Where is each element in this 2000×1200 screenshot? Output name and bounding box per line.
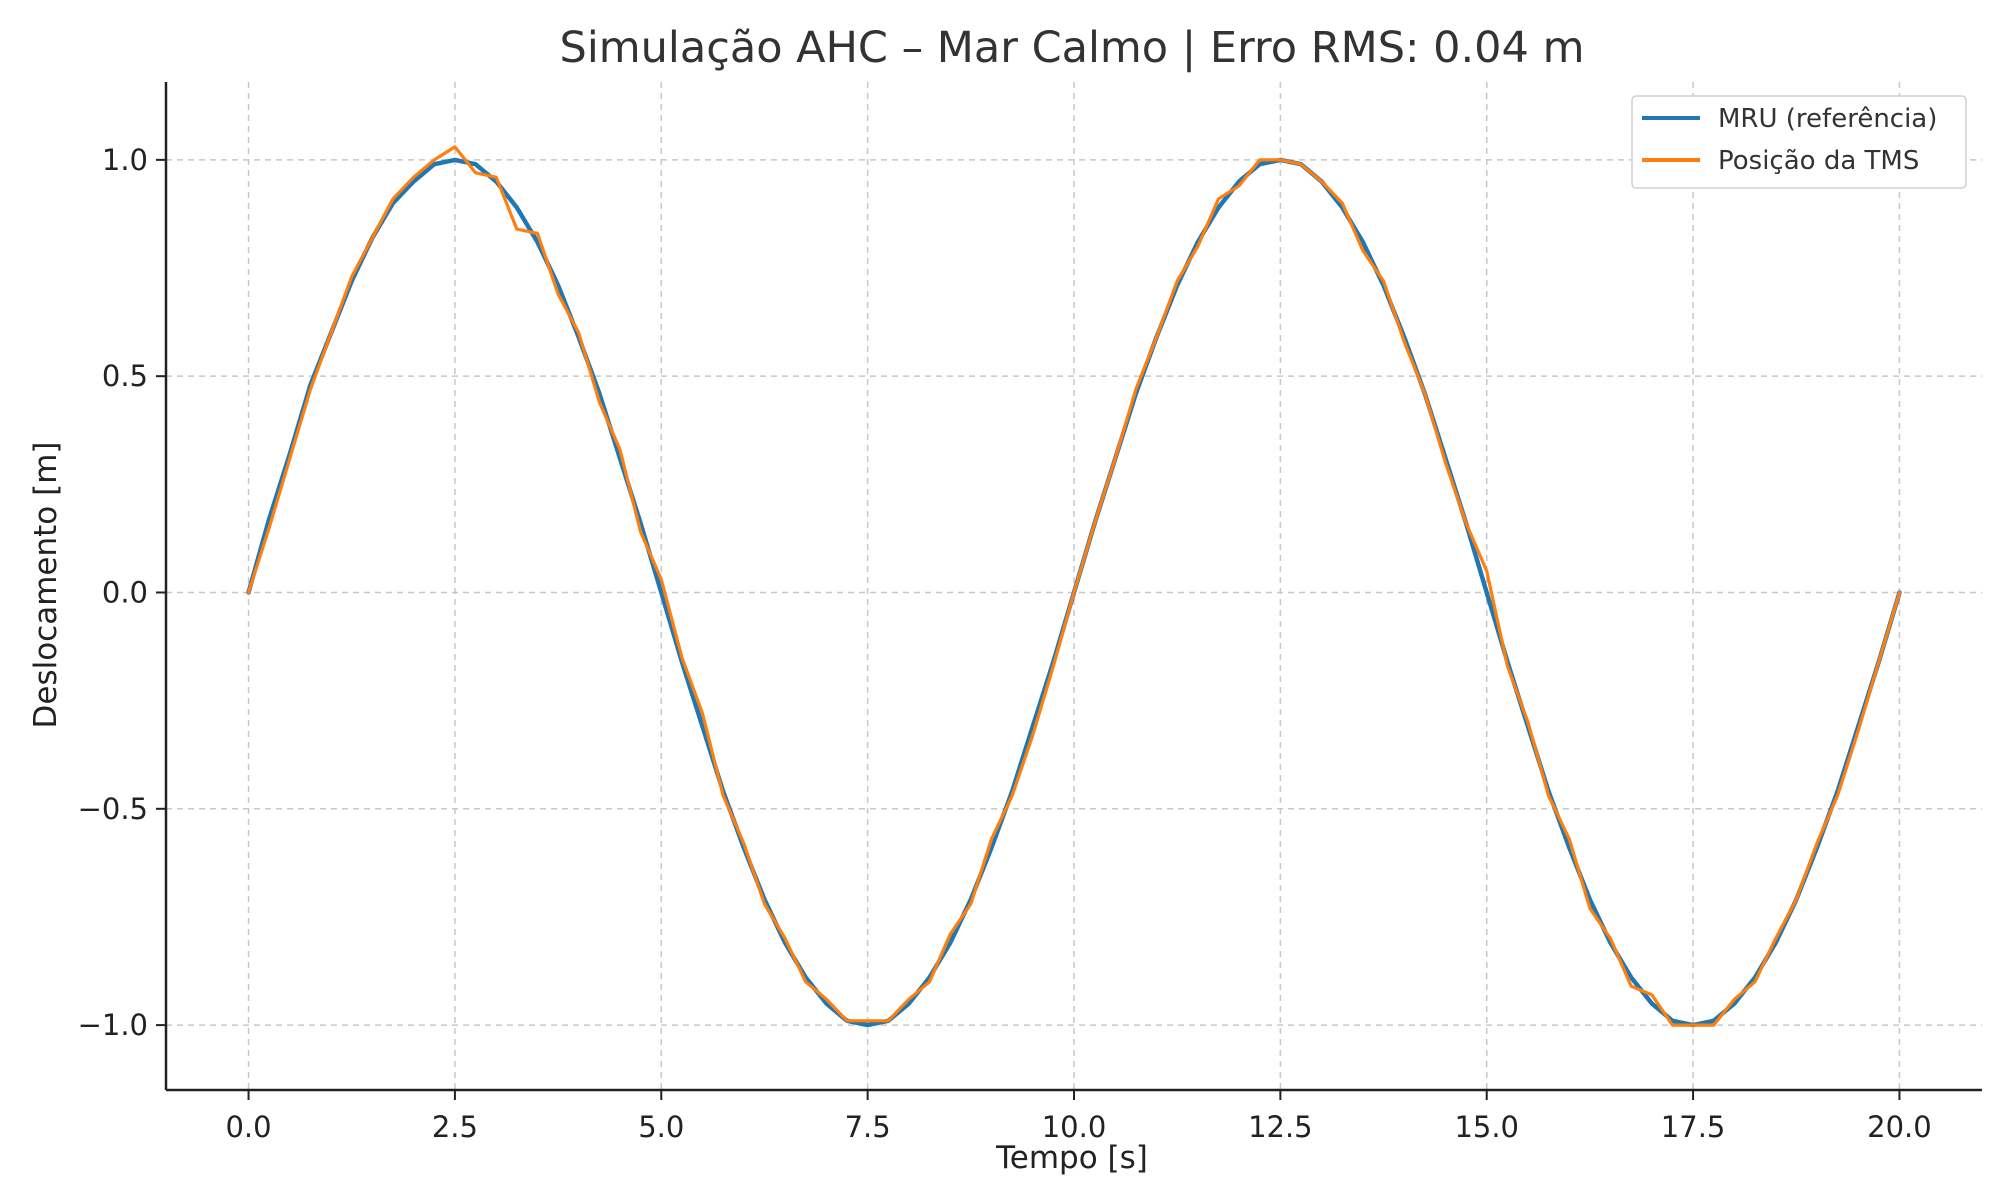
legend-label-tms: Posição da TMS — [1718, 146, 1919, 176]
x-tick-label: 5.0 — [638, 1110, 684, 1144]
x-tick-label: 0.0 — [225, 1110, 271, 1144]
x-tick-label: 17.5 — [1661, 1110, 1726, 1144]
ticks: 0.0 2.5 5.0 7.5 10.0 12.5 15.0 17.5 20.0 −1.0 −0.5… — [78, 143, 1932, 1144]
chart-title: Simulação AHC – Mar Calmo | Erro RMS: 0.… — [560, 23, 1585, 73]
legend-box — [1631, 95, 1967, 189]
series-line-tms — [246, 145, 1902, 1027]
x-tick-label: 15.0 — [1454, 1110, 1519, 1144]
y-tick-label: −1.0 — [78, 1008, 148, 1042]
y-tick-label: 0.0 — [102, 575, 148, 609]
legend-label-mru: MRU (referência) — [1718, 104, 1937, 134]
x-tick-label: 10.0 — [1042, 1110, 1107, 1144]
y-axis-label: Deslocamento [m] — [28, 442, 64, 729]
x-tick-label: 20.0 — [1867, 1110, 1932, 1144]
x-tick-label: 12.5 — [1248, 1110, 1313, 1144]
x-tick-label: 7.5 — [845, 1110, 891, 1144]
grid — [166, 82, 1982, 1090]
y-tick-label: −0.5 — [78, 792, 148, 826]
x-tick-label: 2.5 — [432, 1110, 478, 1144]
plot-area — [246, 145, 1902, 1028]
x-axis-label: Tempo [s] — [995, 1140, 1148, 1176]
legend: MRU (referência) Posição da TMS — [1631, 95, 1967, 189]
y-tick-label: 1.0 — [102, 143, 148, 177]
y-tick-label: 0.5 — [102, 359, 148, 393]
